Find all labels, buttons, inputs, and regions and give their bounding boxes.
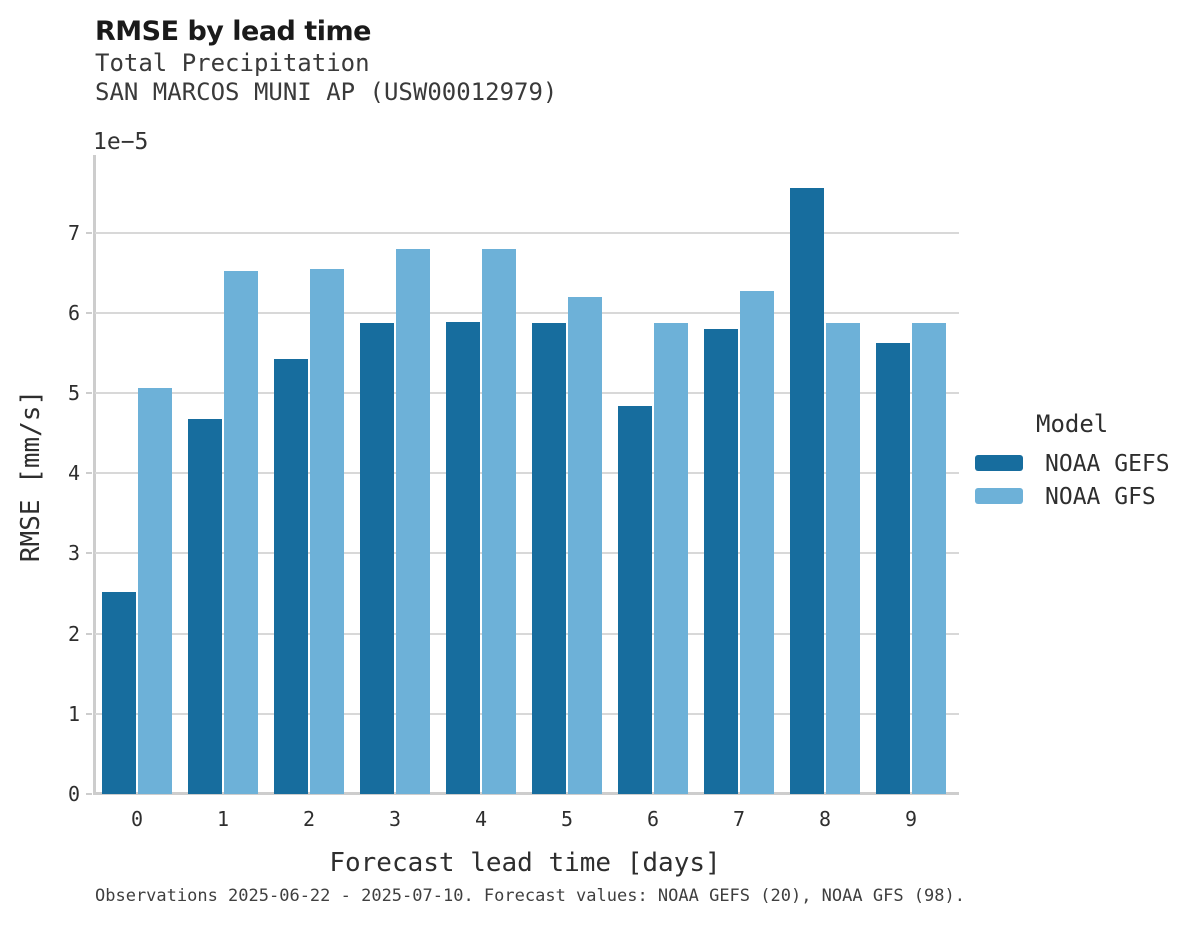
bar-noaa-gefs-lead-7 [704, 328, 738, 794]
chart-subtitle-station: SAN MARCOS MUNI AP (USW00012979) [95, 78, 558, 106]
bar-noaa-gfs-lead-8 [826, 322, 860, 794]
gridline-y-5 [95, 392, 959, 395]
bar-noaa-gefs-lead-9 [876, 342, 910, 794]
bar-noaa-gfs-lead-2 [310, 268, 344, 794]
y-axis-spine [93, 155, 96, 795]
y-axis-offset-label: 1e−5 [93, 129, 149, 155]
bar-noaa-gefs-lead-0 [102, 591, 136, 794]
chart-title: RMSE by lead time [95, 16, 371, 47]
y-tick-mark-6 [86, 311, 92, 314]
bar-noaa-gefs-lead-6 [618, 405, 652, 794]
y-tick-mark-7 [86, 231, 92, 234]
x-tick-label-6: 6 [646, 807, 660, 831]
y-tick-mark-4 [86, 472, 92, 475]
x-tick-label-5: 5 [560, 807, 574, 831]
x-tick-label-9: 9 [904, 807, 918, 831]
legend-swatch-noaa-gfs [975, 488, 1023, 504]
y-tick-mark-2 [86, 632, 92, 635]
x-tick-label-2: 2 [302, 807, 316, 831]
y-axis-label: RMSE [mm/s] [16, 389, 46, 563]
legend-label: NOAA GEFS [1045, 451, 1170, 477]
bar-noaa-gefs-lead-5 [532, 322, 566, 794]
gridline-y-1 [95, 712, 959, 715]
bar-noaa-gefs-lead-1 [188, 418, 222, 794]
y-tick-label-6: 6 [67, 300, 80, 325]
bar-noaa-gfs-lead-6 [654, 322, 688, 794]
gridline-y-7 [95, 231, 959, 234]
bar-noaa-gfs-lead-4 [482, 248, 516, 794]
y-tick-mark-5 [86, 392, 92, 395]
chart-subtitle-variable: Total Precipitation [95, 49, 370, 77]
gridline-y-6 [95, 311, 959, 314]
gridline-y-4 [95, 472, 959, 475]
x-tick-label-0: 0 [130, 807, 144, 831]
y-tick-label-0: 0 [67, 782, 80, 806]
bar-noaa-gefs-lead-3 [360, 322, 394, 794]
gridline-y-3 [95, 552, 959, 555]
y-tick-label-4: 4 [67, 461, 80, 486]
plot-area: 0 1 2 3 4 5 6 7 0 1 2 3 4 5 6 7 8 9 [68, 155, 959, 829]
x-tick-label-1: 1 [216, 807, 230, 831]
bar-noaa-gefs-lead-8 [790, 187, 824, 794]
bar-noaa-gefs-lead-4 [446, 321, 480, 794]
x-tick-label-7: 7 [732, 807, 746, 831]
y-tick-label-2: 2 [67, 621, 80, 646]
x-axis-label: Forecast lead time [days] [329, 848, 721, 878]
x-tick-label-3: 3 [388, 807, 402, 831]
bar-noaa-gfs-lead-5 [568, 296, 602, 794]
y-tick-label-1: 1 [67, 701, 80, 726]
bar-noaa-gfs-lead-1 [224, 271, 258, 794]
y-tick-mark-3 [86, 552, 92, 555]
legend-swatch-noaa-gefs [975, 455, 1023, 471]
y-tick-label-3: 3 [67, 541, 80, 566]
y-tick-mark-0 [86, 793, 92, 795]
legend-title: Model [1036, 410, 1109, 438]
x-tick-label-4: 4 [474, 807, 488, 831]
y-tick-label-7: 7 [67, 220, 80, 245]
x-axis-spine [93, 792, 959, 795]
x-tick-label-8: 8 [818, 807, 832, 831]
y-tick-mark-1 [86, 712, 92, 715]
footer-note: Observations 2025-06-22 - 2025-07-10. Fo… [95, 886, 965, 906]
legend-label: NOAA GFS [1045, 484, 1156, 510]
bar-noaa-gfs-lead-0 [138, 388, 172, 794]
y-tick-label-5: 5 [67, 381, 80, 406]
bar-noaa-gfs-lead-9 [912, 322, 946, 794]
bar-noaa-gfs-lead-3 [396, 248, 430, 794]
bar-noaa-gefs-lead-2 [274, 359, 308, 794]
bar-noaa-gfs-lead-7 [740, 290, 774, 794]
gridline-y-2 [95, 632, 959, 635]
